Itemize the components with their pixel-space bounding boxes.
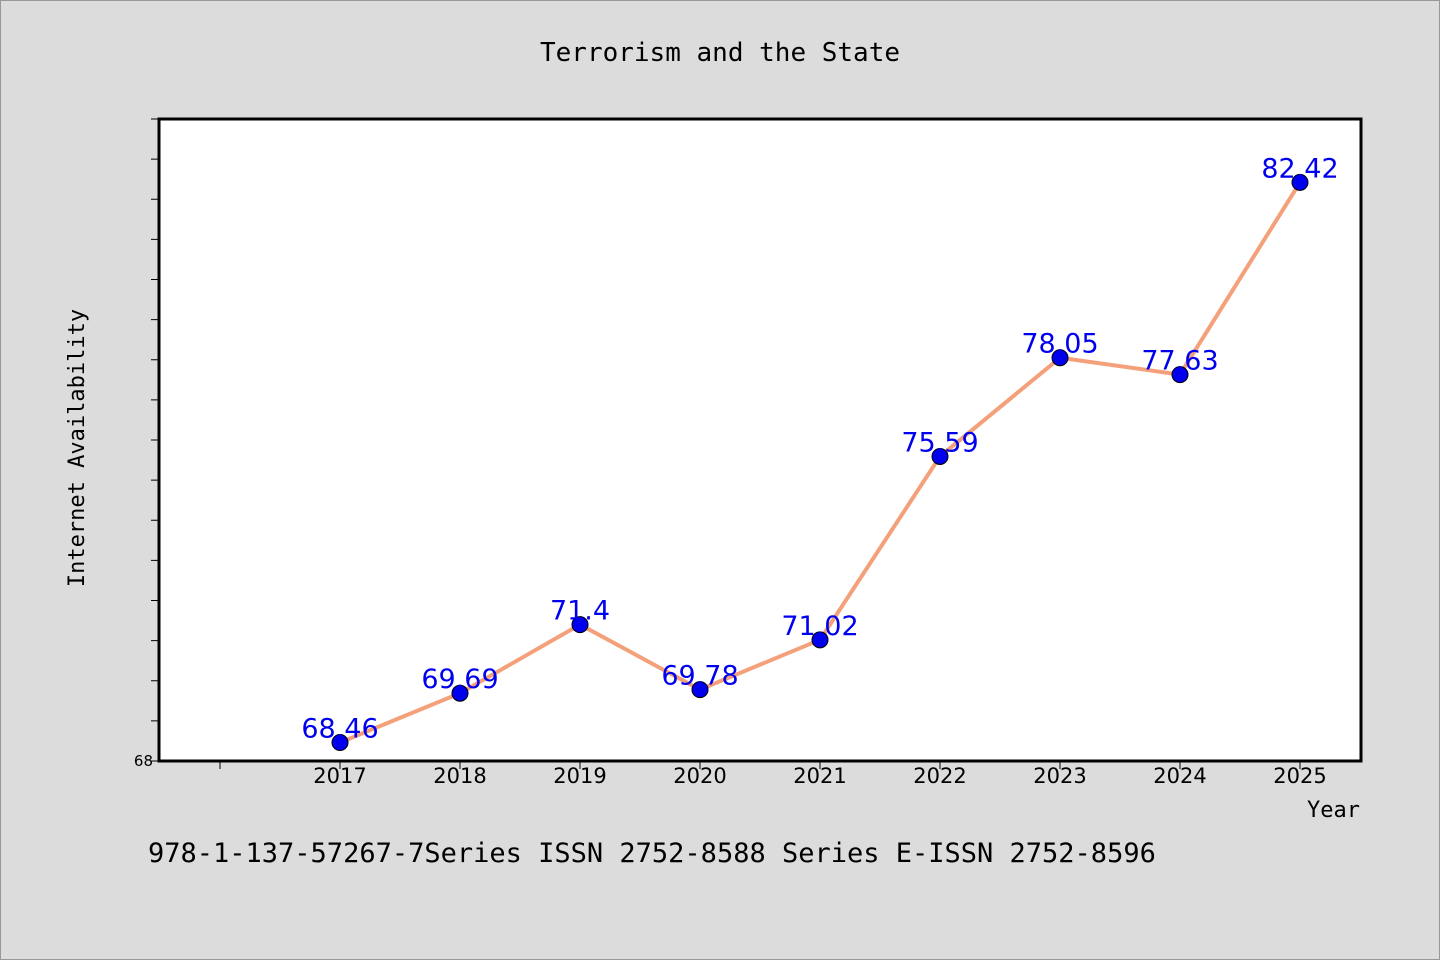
data-label: 78.05 [1021, 329, 1098, 360]
data-label: 69.78 [661, 661, 738, 692]
x-tick-label: 2017 [313, 764, 366, 788]
data-label: 71.02 [781, 611, 858, 642]
y-axis-ticks [151, 118, 159, 762]
y-axis-label: Internet Availability [65, 309, 90, 587]
x-tick-label: 2020 [673, 764, 726, 788]
data-point [571, 616, 589, 634]
x-tick-label: 2018 [433, 764, 486, 788]
x-tick-label: 2019 [553, 764, 606, 788]
series-markers [331, 173, 1309, 752]
data-label: 71.4 [550, 596, 610, 627]
x-axis-label: Year [1307, 798, 1360, 823]
x-tick-label: 2023 [1033, 764, 1086, 788]
x-tick-labels: 2017 2018 2019 2020 2021 2022 2023 2024 2025 [313, 764, 1326, 788]
data-label: 75.59 [901, 427, 978, 458]
y-tick-label-68: 68 [134, 752, 153, 770]
data-point [691, 681, 709, 699]
data-label: 68.46 [301, 714, 378, 745]
plot-area [157, 117, 1363, 763]
x-tick-label: 2022 [913, 764, 966, 788]
data-point [331, 734, 349, 752]
footer-text: 978-1-137-57267-7Series ISSN 2752-8588 S… [148, 838, 1156, 869]
data-point [811, 631, 829, 649]
data-point [1051, 349, 1069, 367]
data-label: 82.42 [1261, 153, 1338, 184]
data-label: 69.69 [421, 664, 498, 695]
data-point [1291, 173, 1309, 191]
data-label: 77.63 [1141, 346, 1218, 377]
data-point [931, 447, 949, 465]
chart-title: Terrorism and the State [540, 38, 900, 68]
x-tick-label: 2025 [1273, 764, 1326, 788]
x-tick-label: 2021 [793, 764, 846, 788]
data-labels: 68.46 69.69 71.4 69.78 71.02 75.59 78.05 77.63 8… [301, 153, 1338, 744]
data-point [1171, 366, 1189, 384]
x-tick-label: 2024 [1153, 764, 1206, 788]
x-axis-ticks [219, 761, 1301, 769]
data-point [451, 684, 469, 702]
